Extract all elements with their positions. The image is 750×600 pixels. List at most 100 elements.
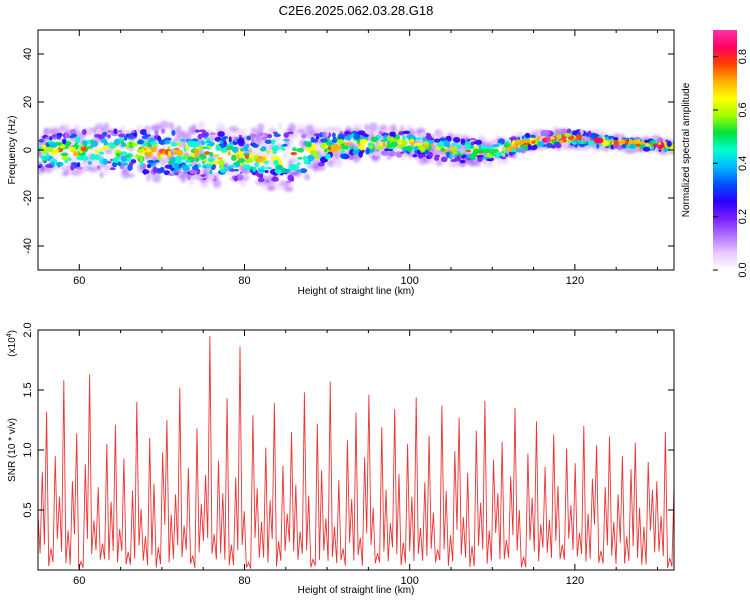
- spectral-cell: [98, 151, 105, 155]
- spectral-cell: [378, 130, 383, 135]
- spectral-cell: [283, 132, 290, 138]
- spectral-cell: [305, 147, 312, 152]
- y-tick-label: 40: [22, 48, 34, 60]
- spectral-cell: [352, 154, 360, 160]
- spectral-cell: [60, 152, 69, 157]
- spectral-cell: [95, 128, 103, 135]
- spectral-cell: [491, 148, 499, 154]
- spectral-cell: [189, 169, 198, 175]
- spectral-cell: [333, 158, 343, 168]
- spectral-cell: [409, 138, 414, 144]
- spectral-cell: [596, 143, 600, 149]
- spectral-cell: [99, 158, 103, 165]
- spectral-cell: [215, 145, 222, 152]
- spectral-cell: [86, 145, 94, 149]
- spectral-cell: [320, 143, 327, 149]
- spectral-cell: [56, 135, 62, 140]
- spectral-cell: [207, 145, 213, 149]
- spectral-cell: [39, 163, 43, 167]
- spectral-cell: [182, 165, 190, 172]
- spectral-cell: [208, 173, 215, 180]
- spectral-cell: [68, 146, 76, 152]
- spectral-cell: [195, 157, 200, 162]
- spectrogram-heatmap: [38, 120, 674, 192]
- x-tick-label: 100: [401, 275, 419, 287]
- spectral-cell: [231, 154, 237, 161]
- spectral-cell: [64, 145, 69, 150]
- spectral-cell: [503, 146, 507, 154]
- spectral-cell: [197, 163, 201, 168]
- spectral-cell: [228, 136, 232, 143]
- spectral-cell: [154, 159, 160, 163]
- colorbar: 0.0 0.2 0.4 0.6 0.8 Normalized spectral ampl…: [681, 30, 749, 278]
- spectral-cell: [481, 156, 490, 160]
- snr-y-multiplier: (x104): [6, 330, 18, 357]
- spectral-cell: [405, 145, 413, 152]
- spectral-cell: [270, 139, 276, 144]
- spectral-cell: [49, 142, 58, 148]
- spectral-cell: [358, 151, 363, 158]
- spectral-cell: [480, 145, 488, 150]
- spectral-cell: [326, 159, 335, 167]
- spectral-cell: [587, 130, 592, 137]
- spectral-cell: [257, 123, 265, 132]
- spectral-cell: [200, 180, 209, 189]
- spectral-cell: [310, 143, 317, 148]
- spectral-cell: [139, 128, 148, 136]
- spectral-cell: [638, 141, 646, 145]
- spectral-cell: [61, 171, 69, 177]
- spectral-cell: [146, 163, 152, 169]
- spectral-cell: [430, 143, 434, 147]
- spectral-cell: [146, 128, 151, 135]
- spectral-cell: [60, 166, 68, 170]
- spectral-cell: [336, 138, 345, 145]
- spectral-cell: [82, 129, 87, 135]
- spectral-cell: [99, 171, 105, 178]
- spectral-cell: [70, 163, 75, 171]
- spectral-cell: [572, 130, 577, 136]
- y-tick-label: 2.0: [22, 322, 34, 337]
- spectral-cell: [74, 171, 83, 177]
- spectral-cell: [325, 154, 331, 160]
- spectral-cell: [45, 152, 50, 159]
- snr-y-multiplier-exp: 4: [6, 333, 13, 337]
- spectral-cell: [457, 154, 461, 161]
- spectral-cell: [576, 133, 582, 139]
- spectral-cell: [175, 159, 183, 165]
- spectral-cell: [152, 146, 157, 152]
- spectral-cell: [304, 174, 311, 181]
- snr-frame: [37, 329, 675, 571]
- y-tick-label: 0: [22, 147, 34, 153]
- spectral-cell: [72, 151, 79, 157]
- spectral-cell: [136, 149, 144, 153]
- spectral-cell: [234, 136, 239, 140]
- spectral-cell: [561, 130, 567, 134]
- spectral-cell: [399, 125, 404, 133]
- spectral-cell: [501, 158, 507, 163]
- spectral-cell: [125, 144, 129, 150]
- spectral-cell: [255, 157, 263, 163]
- spectral-cell: [372, 151, 381, 157]
- spectral-cell: [452, 151, 458, 155]
- spectral-cell: [383, 134, 389, 141]
- spectral-cell: [356, 138, 361, 145]
- spectral-cell: [465, 149, 472, 153]
- spectral-cell: [549, 144, 558, 148]
- spectral-cell: [296, 129, 305, 134]
- spectral-cell: [287, 122, 297, 133]
- spectral-cell: [467, 159, 474, 163]
- spectral-cell: [203, 133, 208, 137]
- spectral-cell: [71, 162, 78, 166]
- spectral-cell: [193, 148, 200, 155]
- spectral-cell: [264, 139, 273, 144]
- spectral-cell: [237, 151, 243, 156]
- spectral-cell: [203, 159, 207, 163]
- spectral-cell: [539, 145, 546, 152]
- spectral-cell: [276, 165, 281, 170]
- spectral-cell: [238, 134, 242, 138]
- spectral-cell: [177, 141, 181, 147]
- spectral-cell: [290, 177, 295, 182]
- spectral-cell: [426, 134, 431, 139]
- spectral-cell: [275, 169, 283, 175]
- spectral-cell: [112, 161, 118, 168]
